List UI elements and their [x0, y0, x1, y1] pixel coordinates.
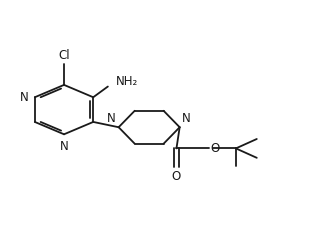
- Text: O: O: [172, 170, 181, 183]
- Text: N: N: [20, 91, 29, 104]
- Text: N: N: [182, 112, 191, 125]
- Text: N: N: [107, 112, 116, 125]
- Text: N: N: [60, 140, 68, 153]
- Text: O: O: [210, 142, 219, 155]
- Text: NH₂: NH₂: [116, 75, 138, 89]
- Text: Cl: Cl: [58, 49, 70, 62]
